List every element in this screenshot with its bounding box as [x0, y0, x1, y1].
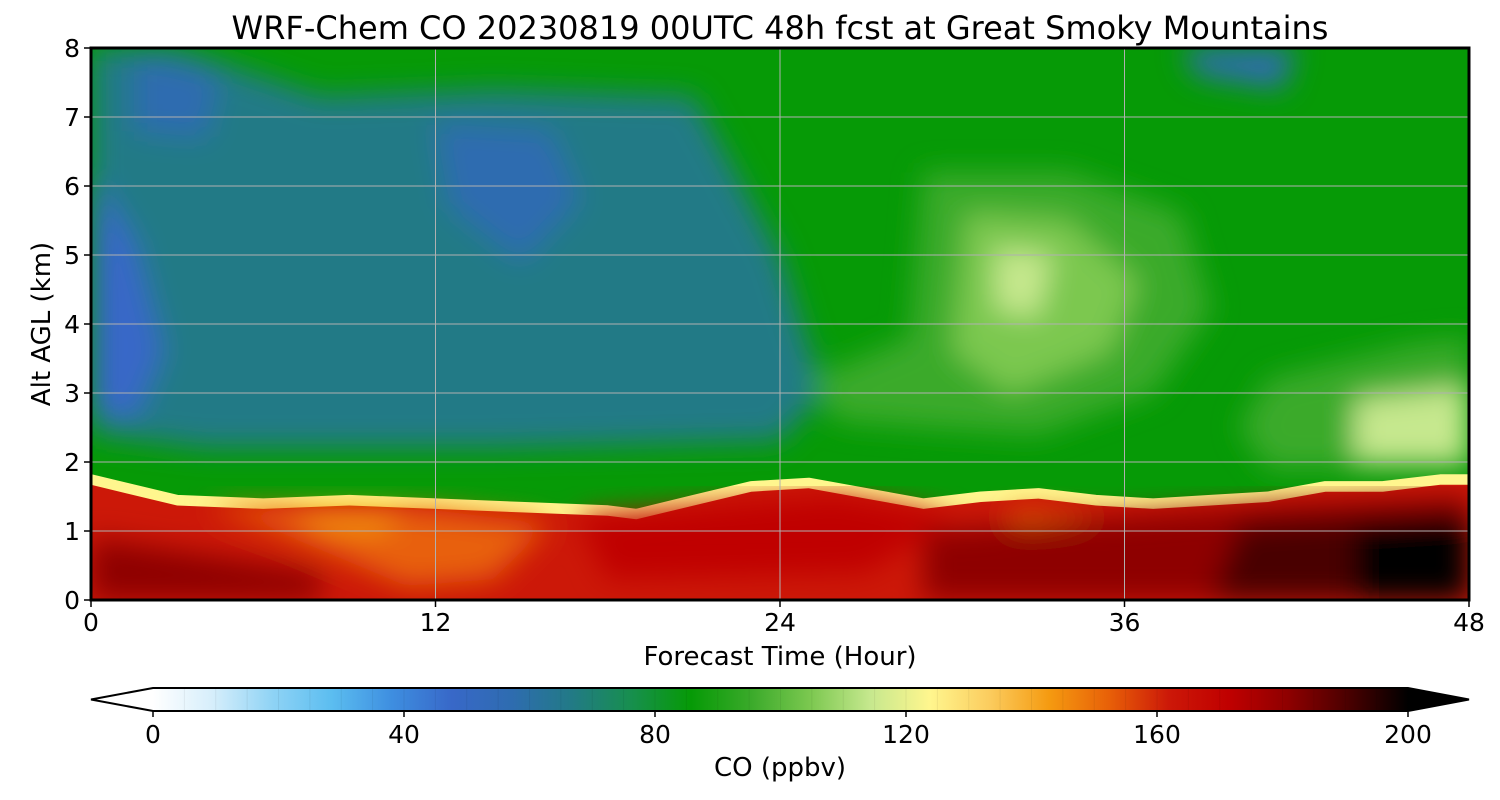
x-axis: 0 12 24 36 48 [83, 600, 1485, 637]
x-tick-label: 0 [83, 608, 99, 637]
colorbar-gradient [153, 688, 1408, 711]
x-tick-label: 24 [764, 608, 796, 637]
colorbar-extend-low [91, 688, 153, 711]
elevated-plume-mid-peak [995, 248, 1053, 318]
pbl-black-core [1354, 517, 1469, 600]
y-axis-label: Alt AGL (km) [27, 242, 57, 406]
pbl-orange-left [205, 506, 551, 587]
x-tick-label: 36 [1109, 608, 1141, 637]
y-tick-label: 7 [64, 103, 80, 132]
lower-co-core [91, 172, 163, 421]
x-tick-label: 48 [1453, 608, 1485, 637]
elevated-plume-right-core [1354, 386, 1469, 462]
colorbar-tick-label: 160 [1133, 720, 1181, 749]
pbl-orange-core [292, 510, 407, 531]
pbl-red-mid [579, 496, 953, 580]
y-tick-label: 6 [64, 172, 80, 201]
lower-co-topright [1181, 48, 1297, 90]
plot-grid [91, 48, 1469, 600]
y-tick-label: 5 [64, 241, 80, 270]
colorbar-label: CO (ppbv) [714, 753, 846, 783]
colorbar-tick-label: 120 [882, 720, 930, 749]
y-axis: 0 1 2 3 4 5 6 7 8 [64, 34, 91, 615]
colorbar-tick-label: 80 [639, 720, 671, 749]
low-co-region [91, 48, 824, 449]
colorbar-ticks: 0 40 80 120 160 200 [145, 711, 1432, 749]
lower-co-pocket [435, 123, 579, 262]
colorbar-tick-label: 0 [145, 720, 161, 749]
colorbar [90, 687, 1470, 712]
colorbar-extend-high [1408, 688, 1469, 711]
y-tick-label: 3 [64, 379, 80, 408]
y-tick-label: 8 [64, 34, 80, 63]
colorbar-tick-label: 40 [388, 720, 420, 749]
y-tick-label: 2 [64, 448, 80, 477]
x-tick-label: 12 [420, 608, 452, 637]
pbl-darkred-left [91, 537, 321, 600]
y-tick-label: 0 [64, 586, 80, 615]
colorbar-tick-label: 200 [1384, 720, 1432, 749]
x-axis-label: Forecast Time (Hour) [643, 642, 916, 672]
y-tick-label: 1 [64, 517, 80, 546]
y-tick-label: 4 [64, 310, 80, 339]
chart-title: WRF-Chem CO 20230819 00UTC 48h fcst at G… [232, 9, 1329, 47]
